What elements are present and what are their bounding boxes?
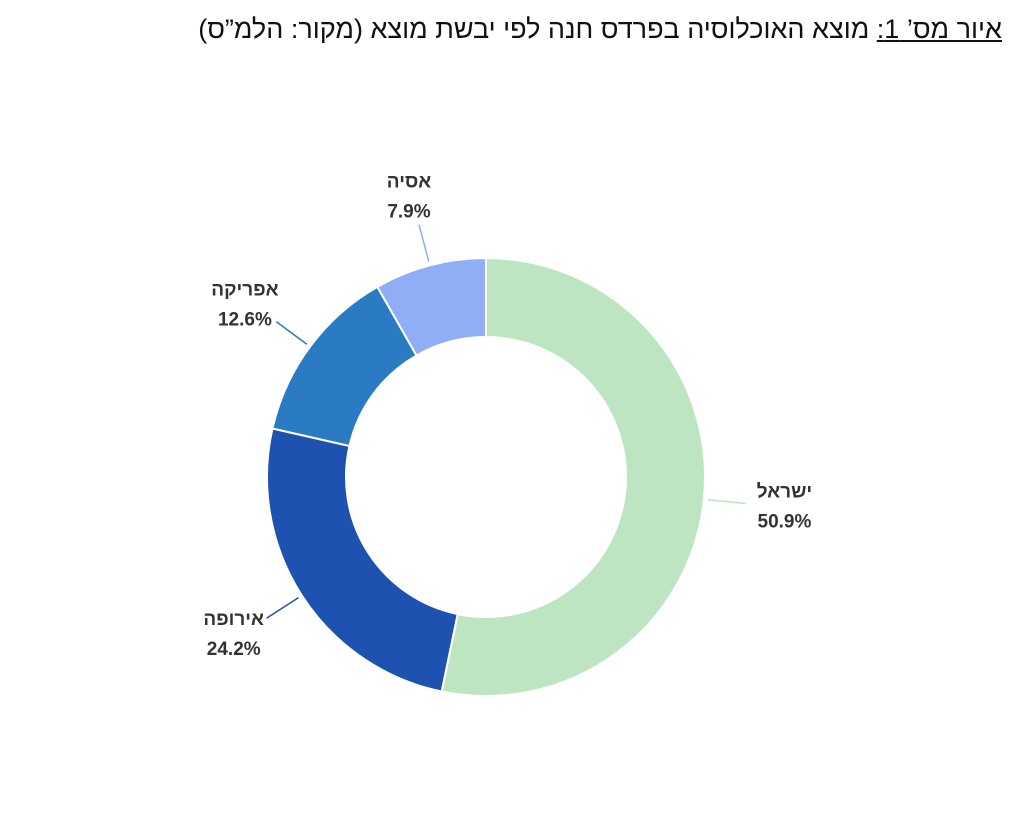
slice-label: אפריקה: [211, 279, 278, 300]
value-label: 50.9%: [758, 512, 812, 533]
value-label: 24.2%: [207, 639, 261, 660]
chart-title: איור מס’ 1: מוצא האוכלוסיה בפרדס חנה לפי…: [198, 14, 1002, 45]
donut-slice: [375, 256, 487, 357]
donut-slice: [440, 256, 706, 697]
leader-line: [275, 321, 308, 345]
leader-line: [266, 597, 299, 619]
value-label: 12.6%: [218, 309, 272, 330]
title-text: מוצא האוכלוסיה בפרדס חנה לפי יבשת מוצא (…: [198, 14, 870, 44]
value-label: 7.9%: [387, 202, 430, 223]
slice-label: אירופה: [203, 609, 264, 630]
slice-label: ישראל: [757, 482, 812, 503]
leader-line: [418, 224, 430, 262]
donut-slice: [266, 427, 459, 693]
figure-label: איור מס’ 1:: [876, 14, 1002, 44]
leader-line: [707, 498, 746, 505]
slice-label: אסיה: [387, 172, 431, 193]
